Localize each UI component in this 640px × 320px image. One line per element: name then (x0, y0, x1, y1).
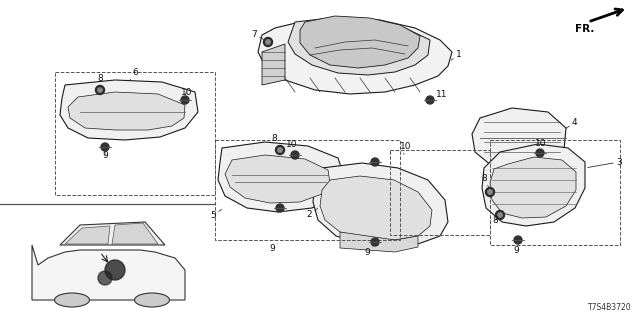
Circle shape (275, 146, 285, 155)
Circle shape (266, 40, 270, 44)
Text: 1: 1 (451, 50, 461, 60)
Text: FR.: FR. (575, 24, 595, 34)
Text: 9: 9 (102, 150, 108, 159)
Polygon shape (218, 142, 344, 212)
Text: 10: 10 (285, 140, 297, 153)
Text: 10: 10 (180, 87, 192, 97)
Text: 7: 7 (252, 29, 266, 41)
Circle shape (371, 238, 379, 246)
Circle shape (498, 213, 502, 217)
Polygon shape (60, 222, 165, 245)
Polygon shape (262, 44, 285, 85)
Text: 8: 8 (481, 173, 489, 188)
Text: 5: 5 (211, 210, 221, 220)
Polygon shape (340, 232, 418, 252)
Text: 10: 10 (535, 139, 547, 151)
Circle shape (291, 151, 299, 159)
Polygon shape (112, 223, 158, 244)
Polygon shape (490, 157, 576, 218)
Bar (55, 72, 215, 195)
Polygon shape (32, 245, 185, 300)
Polygon shape (225, 155, 330, 203)
Circle shape (98, 271, 112, 285)
Circle shape (514, 236, 522, 244)
Text: 4: 4 (566, 117, 578, 128)
Polygon shape (258, 18, 452, 94)
Circle shape (101, 143, 109, 151)
Circle shape (495, 211, 504, 220)
Ellipse shape (134, 293, 170, 307)
Text: 8: 8 (492, 215, 498, 225)
Bar (215, 140, 400, 240)
Polygon shape (313, 163, 448, 247)
Circle shape (264, 37, 273, 46)
Polygon shape (482, 144, 585, 226)
Bar (390, 150, 490, 235)
Text: 9: 9 (269, 244, 278, 252)
Circle shape (181, 96, 189, 104)
Text: 11: 11 (433, 90, 447, 99)
Polygon shape (288, 18, 430, 75)
Polygon shape (320, 176, 432, 240)
Bar (490, 140, 620, 245)
Circle shape (278, 148, 282, 152)
Polygon shape (65, 226, 110, 244)
Text: 8: 8 (97, 74, 103, 88)
Circle shape (371, 158, 379, 166)
Circle shape (95, 85, 104, 94)
Polygon shape (472, 108, 566, 170)
Text: 9: 9 (364, 246, 373, 257)
Ellipse shape (54, 293, 90, 307)
Polygon shape (60, 80, 198, 140)
Text: 10: 10 (400, 141, 412, 154)
Circle shape (488, 190, 492, 194)
Text: 2: 2 (307, 209, 317, 219)
Circle shape (276, 204, 284, 212)
Text: 9: 9 (513, 242, 519, 254)
Circle shape (105, 260, 125, 280)
Text: 8: 8 (271, 133, 278, 146)
Circle shape (486, 188, 495, 196)
Polygon shape (68, 92, 185, 130)
Circle shape (98, 88, 102, 92)
Polygon shape (300, 16, 420, 68)
Circle shape (426, 96, 434, 104)
Text: T7S4B3720: T7S4B3720 (588, 303, 632, 312)
Text: 3: 3 (588, 157, 621, 167)
Text: 6: 6 (130, 68, 138, 80)
Circle shape (536, 149, 544, 157)
